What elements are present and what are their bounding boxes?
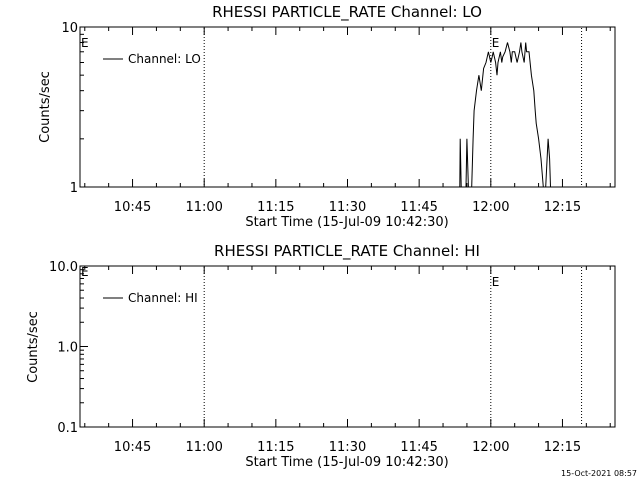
panel-hi-xlabel: Start Time (15-Jul-09 10:42:30) bbox=[245, 455, 448, 470]
panel-hi-event-lines: E bbox=[203, 267, 583, 426]
panel-hi-xtick-label: 10:45 bbox=[114, 440, 151, 455]
panel-lo-event-lines: E bbox=[203, 28, 583, 186]
panel-lo-event-label: E bbox=[492, 36, 500, 50]
panel-lo: RHESSI PARTICLE_RATE Channel: LO Counts/… bbox=[38, 3, 616, 230]
panel-hi-ytick-label: 1.0 bbox=[57, 341, 78, 356]
panel-lo-ytick-label: 1 bbox=[70, 181, 78, 196]
panel-hi-xticks: 10:45 11:00 11:15 11:30 11:45 12:00 12:15 bbox=[84, 266, 611, 455]
panel-hi-xtick-label: 12:00 bbox=[472, 440, 509, 455]
panel-hi-event-label: E bbox=[492, 275, 500, 289]
series-line-lo bbox=[459, 42, 553, 188]
panel-lo-title: RHESSI PARTICLE_RATE Channel: LO bbox=[212, 3, 482, 22]
panel-hi-xtick-label: 11:00 bbox=[185, 440, 222, 455]
panel-lo-xlabel: Start Time (15-Jul-09 10:42:30) bbox=[245, 215, 448, 230]
panel-lo-legend-label: Channel: LO bbox=[128, 52, 201, 66]
panel-hi-xtick-label: 11:45 bbox=[400, 440, 437, 455]
panel-lo-ytick-label: 10 bbox=[61, 21, 78, 36]
panel-hi-xtick-label: 11:15 bbox=[257, 440, 294, 455]
panel-hi-legend: Channel: HI bbox=[103, 291, 198, 305]
panel-hi-xtick-label: 11:30 bbox=[329, 440, 366, 455]
panel-lo-legend: Channel: LO bbox=[103, 52, 201, 66]
panel-lo-xtick-label: 11:45 bbox=[400, 200, 437, 215]
panel-hi-yticks: 0.1 1.0 10.0 bbox=[49, 260, 88, 436]
panel-hi-start-marker: E bbox=[81, 265, 89, 279]
panel-lo-xtick-label: 11:00 bbox=[185, 200, 222, 215]
panel-lo-yticks: 1 10 bbox=[61, 21, 88, 196]
panel-lo-xtick-label: 10:45 bbox=[114, 200, 151, 215]
panel-hi-legend-label: Channel: HI bbox=[128, 291, 198, 305]
panel-lo-xtick-label: 11:30 bbox=[329, 200, 366, 215]
panel-lo-xtick-label: 12:15 bbox=[544, 200, 581, 215]
panel-hi: RHESSI PARTICLE_RATE Channel: HI Counts/… bbox=[26, 242, 616, 470]
panel-hi-ytick-label: 0.1 bbox=[57, 421, 78, 436]
footer-timestamp: 15-Oct-2021 08:57 bbox=[561, 469, 637, 478]
panel-hi-title: RHESSI PARTICLE_RATE Channel: HI bbox=[214, 242, 480, 261]
panel-lo-xtick-label: 11:15 bbox=[257, 200, 294, 215]
panel-lo-xticks: 10:45 11:00 11:15 11:30 11:45 12:00 12:15 bbox=[84, 27, 611, 215]
panel-lo-xtick-label: 12:00 bbox=[472, 200, 509, 215]
panel-lo-start-marker: E bbox=[81, 36, 89, 50]
panel-hi-ylabel: Counts/sec bbox=[26, 311, 41, 383]
panel-hi-ytick-label: 10.0 bbox=[49, 260, 78, 275]
panel-hi-xtick-label: 12:15 bbox=[544, 440, 581, 455]
panel-lo-ylabel: Counts/sec bbox=[38, 71, 53, 143]
